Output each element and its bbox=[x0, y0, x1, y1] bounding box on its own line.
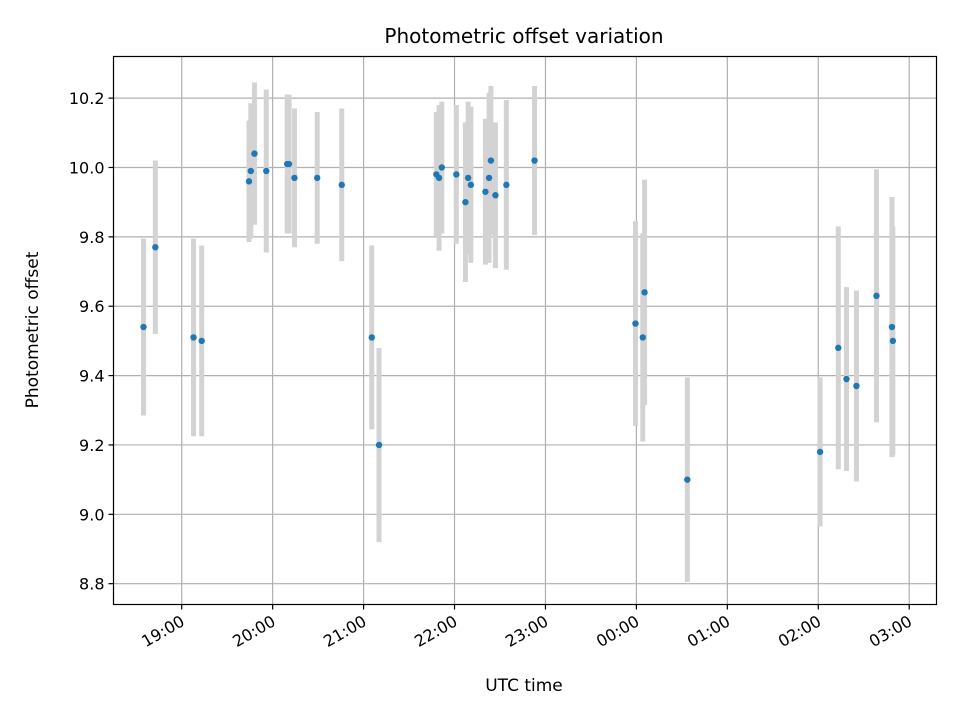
data-point bbox=[190, 334, 197, 341]
data-point bbox=[487, 157, 495, 164]
y-tick-label: 8.8 bbox=[79, 575, 104, 594]
x-axis-ticks: 19:00 20:00 21:00 22:00 23:00 00:00 01:00 02:00… bbox=[138, 604, 915, 652]
data-point bbox=[843, 375, 850, 383]
grid bbox=[113, 56, 937, 605]
y-tick-label: 10.0 bbox=[69, 158, 105, 177]
data-point bbox=[492, 192, 499, 199]
data-point bbox=[251, 150, 258, 157]
data-point bbox=[639, 334, 646, 341]
x-tick-label: 00:00 bbox=[593, 612, 642, 652]
data-point bbox=[368, 334, 375, 341]
data-point bbox=[435, 174, 443, 182]
data-point bbox=[531, 157, 538, 164]
data-point bbox=[198, 337, 205, 345]
data-point bbox=[835, 344, 842, 352]
data-point bbox=[641, 289, 648, 296]
plot-frame bbox=[112, 55, 938, 606]
data-point bbox=[503, 181, 510, 189]
data-point bbox=[263, 167, 270, 175]
data-point bbox=[632, 320, 639, 327]
chart-title: Photometric offset variation bbox=[384, 24, 663, 48]
y-tick-label: 9.6 bbox=[79, 297, 104, 316]
x-axis-label: UTC time bbox=[485, 676, 563, 696]
data-point bbox=[245, 178, 253, 185]
data-point bbox=[453, 171, 460, 178]
data-point bbox=[464, 174, 472, 182]
x-tick-label: 19:00 bbox=[138, 612, 187, 652]
data-point bbox=[291, 174, 298, 182]
y-tick-label: 10.2 bbox=[69, 89, 105, 108]
data-point bbox=[888, 323, 896, 331]
y-axis-ticks: 8.8 9.0 9.2 9.4 9.6 9.8 10.0 10.2 bbox=[69, 89, 114, 594]
data-point bbox=[375, 441, 383, 449]
data-point bbox=[247, 167, 255, 175]
data-point bbox=[482, 188, 489, 195]
y-tick-label: 9.0 bbox=[79, 505, 104, 524]
x-tick-label: 23:00 bbox=[502, 612, 551, 652]
x-tick-label: 02:00 bbox=[775, 612, 824, 652]
data-point bbox=[140, 323, 147, 331]
x-tick-label: 20:00 bbox=[229, 612, 278, 652]
data-point bbox=[816, 448, 824, 456]
data-point bbox=[152, 244, 159, 251]
data-points bbox=[140, 150, 897, 483]
data-point bbox=[467, 181, 475, 189]
data-point bbox=[438, 164, 445, 171]
x-tick-label: 01:00 bbox=[684, 612, 733, 652]
error-bars bbox=[141, 82, 896, 582]
data-point bbox=[873, 292, 880, 300]
y-tick-label: 9.8 bbox=[79, 228, 104, 247]
data-point bbox=[462, 198, 469, 206]
data-point bbox=[889, 337, 897, 345]
data-point bbox=[314, 174, 321, 182]
y-axis-label: Photometric offset bbox=[23, 251, 43, 408]
data-point bbox=[285, 160, 293, 168]
x-tick-label: 03:00 bbox=[866, 612, 915, 652]
data-point bbox=[853, 382, 860, 390]
data-point bbox=[684, 476, 691, 483]
y-tick-label: 9.4 bbox=[79, 367, 104, 386]
data-point bbox=[485, 174, 493, 182]
y-tick-label: 9.2 bbox=[79, 436, 104, 455]
x-tick-label: 22:00 bbox=[411, 612, 460, 652]
x-tick-label: 21:00 bbox=[320, 612, 369, 652]
data-point bbox=[338, 181, 345, 189]
